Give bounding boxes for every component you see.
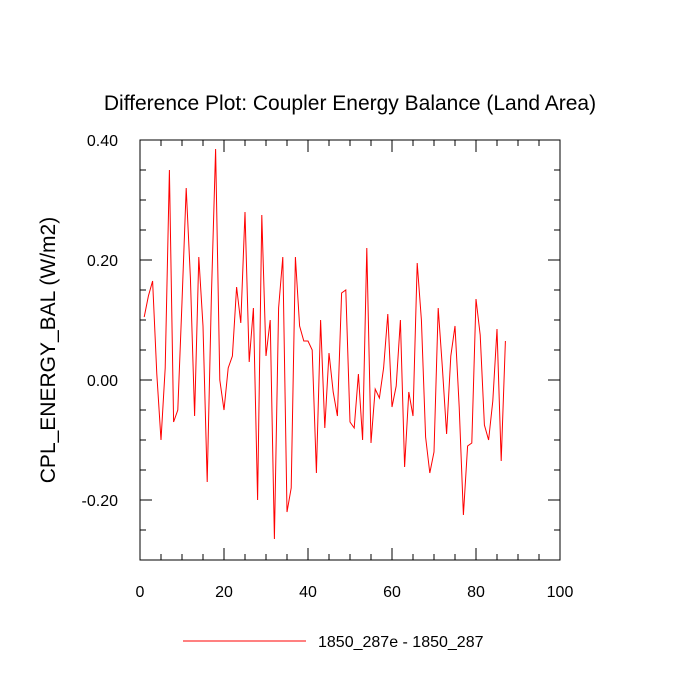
x-tick-label: 20 — [215, 584, 233, 601]
axis-ticks: 0 20 40 60 80 100 -0.20 0.00 0.20 0.40 — [82, 133, 574, 601]
x-tick-label: 80 — [467, 584, 485, 601]
series-line-0 — [143, 148, 506, 540]
chart-title: Difference Plot: Coupler Energy Balance … — [104, 92, 596, 115]
x-tick-label: 0 — [136, 584, 145, 601]
series-group — [143, 148, 506, 540]
y-tick-label: 0.20 — [87, 253, 118, 270]
legend-label: 1850_287e - 1850_287 — [318, 634, 484, 651]
x-tick-label: 100 — [547, 584, 574, 601]
y-axis-label: CPL_ENERGY_BAL (W/m2) — [37, 217, 60, 483]
x-tick-label: 40 — [299, 584, 317, 601]
y-tick-label: -0.20 — [82, 493, 119, 510]
y-tick-label: 0.40 — [87, 133, 118, 150]
x-tick-label: 60 — [383, 584, 401, 601]
legend: 1850_287e - 1850_287 — [183, 634, 484, 651]
plot-frame — [139, 139, 561, 561]
y-tick-label: 0.00 — [87, 373, 118, 390]
